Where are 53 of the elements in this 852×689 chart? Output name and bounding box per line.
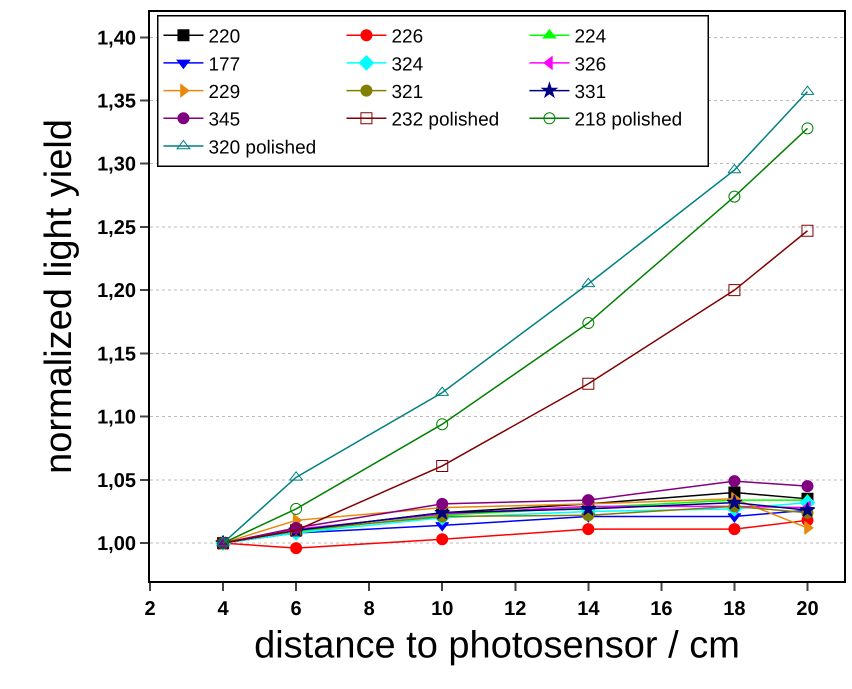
y-tick-label: 1,15 <box>97 343 136 366</box>
point <box>801 480 814 492</box>
legend-label: 218 polished <box>574 110 682 131</box>
x-tick-label: 6 <box>290 598 302 620</box>
point <box>436 460 448 472</box>
legend-label: 320 polished <box>208 137 316 158</box>
point <box>728 190 740 203</box>
x-tick-label: 14 <box>577 598 600 620</box>
legend-label: 331 <box>574 82 606 104</box>
x-tick-label: 18 <box>723 598 746 620</box>
y-tick-label: 1,10 <box>97 406 136 429</box>
x-tick-label: 10 <box>431 598 454 620</box>
y-tick-label: 1,40 <box>97 27 136 50</box>
point <box>289 471 303 481</box>
point <box>801 224 814 237</box>
point <box>290 502 302 515</box>
x-tick-label: 2 <box>144 598 156 620</box>
legend-label: 232 polished <box>391 110 500 131</box>
y-tick-label: 1,00 <box>97 533 136 556</box>
x-tick-label: 12 <box>504 598 526 620</box>
point <box>582 378 594 390</box>
point <box>290 542 302 554</box>
legend-label: 220 <box>208 26 240 48</box>
point <box>436 533 448 546</box>
x-axis-title: distance to photosensor / cm <box>254 624 740 667</box>
legend-label: 229 <box>208 82 240 104</box>
x-tick-label: 16 <box>650 598 672 620</box>
x-tick-label: 4 <box>217 598 230 620</box>
y-axis-title: normalized light yield <box>38 119 80 474</box>
point <box>726 494 742 510</box>
legend-label: 224 <box>574 26 607 48</box>
point <box>582 494 594 506</box>
legend-label: 321 <box>391 82 424 104</box>
x-tick-label: 8 <box>364 598 375 620</box>
y-tick-label: 1,20 <box>97 280 136 302</box>
point <box>801 122 814 134</box>
point <box>728 523 740 536</box>
y-tick-label: 1,25 <box>97 216 136 239</box>
point <box>728 475 740 488</box>
legend-label: 324 <box>391 54 424 76</box>
y-tick-label: 1,35 <box>97 90 136 113</box>
point <box>728 284 740 296</box>
point <box>436 498 448 510</box>
legend-label: 326 <box>574 54 606 76</box>
y-tick-label: 1,30 <box>97 154 136 176</box>
legend-label: 177 <box>208 54 240 76</box>
point <box>582 317 594 330</box>
legend-label: 345 <box>208 110 240 131</box>
legend-label: 226 <box>391 26 424 48</box>
x-tick-label: 20 <box>796 598 819 620</box>
point <box>582 523 594 536</box>
point <box>436 418 448 430</box>
y-tick-label: 1,05 <box>97 470 136 492</box>
